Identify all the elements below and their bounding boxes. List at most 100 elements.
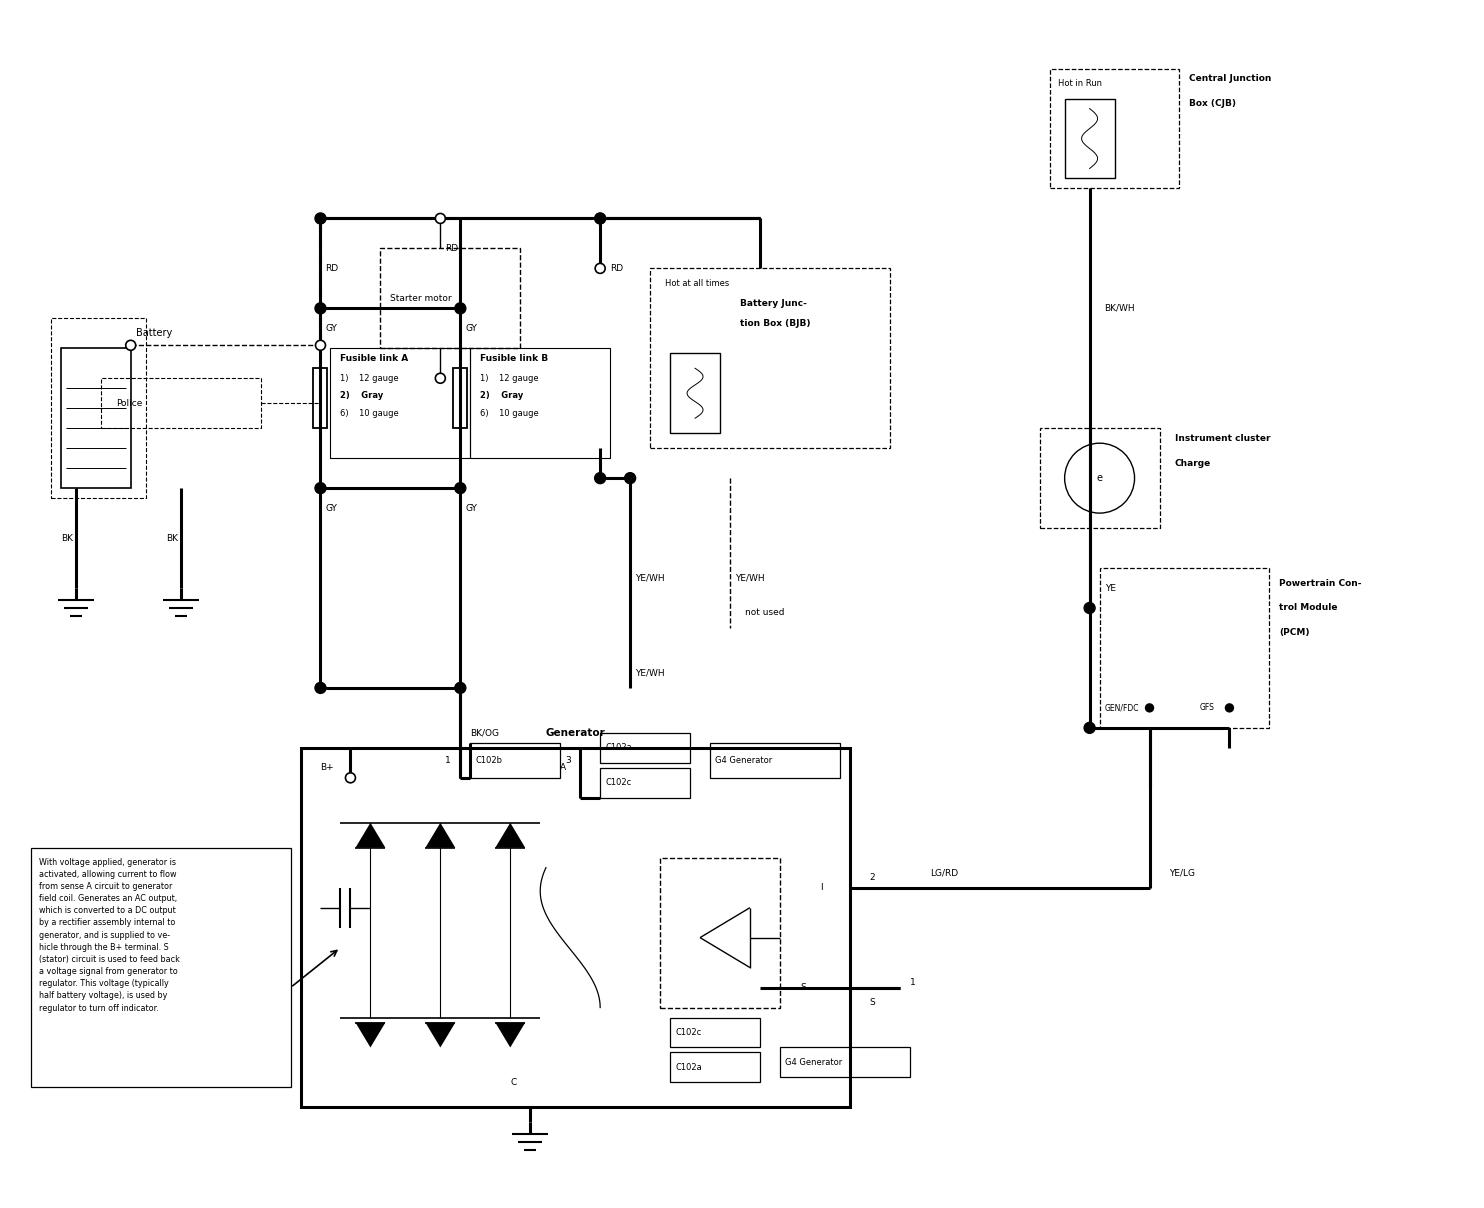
Text: tion Box (BJB): tion Box (BJB) xyxy=(741,319,810,327)
Text: G4 Generator: G4 Generator xyxy=(715,756,772,765)
Bar xyxy=(1040,428,1159,528)
Circle shape xyxy=(454,683,466,693)
Text: YE: YE xyxy=(1104,583,1116,592)
Polygon shape xyxy=(426,823,456,848)
Bar xyxy=(300,748,850,1108)
Text: LG/RD: LG/RD xyxy=(930,869,957,877)
Bar xyxy=(1049,69,1180,188)
Text: Hot at all times: Hot at all times xyxy=(665,279,729,288)
Text: (PCM): (PCM) xyxy=(1279,628,1310,638)
Polygon shape xyxy=(426,1022,456,1047)
Polygon shape xyxy=(496,823,525,848)
Bar xyxy=(671,1017,760,1047)
Text: Central Junction: Central Junction xyxy=(1190,74,1272,83)
Circle shape xyxy=(595,213,605,223)
Bar xyxy=(31,848,291,1087)
Text: RD: RD xyxy=(325,263,338,273)
Text: BK: BK xyxy=(166,534,178,542)
Text: BK: BK xyxy=(61,534,73,542)
Circle shape xyxy=(1085,722,1095,733)
Text: 1: 1 xyxy=(445,756,450,765)
Bar xyxy=(600,768,690,797)
Text: B+: B+ xyxy=(321,763,334,772)
Circle shape xyxy=(1146,704,1153,712)
Text: e: e xyxy=(1097,474,1103,483)
Polygon shape xyxy=(356,823,386,848)
Circle shape xyxy=(595,472,605,483)
Polygon shape xyxy=(496,1022,525,1047)
Circle shape xyxy=(316,341,325,350)
Text: 3: 3 xyxy=(565,756,571,765)
Text: 6)    10 gauge: 6) 10 gauge xyxy=(481,408,539,418)
Text: With voltage applied, generator is
activated, allowing current to flow
from sens: With voltage applied, generator is activ… xyxy=(39,858,180,1012)
Polygon shape xyxy=(356,1022,386,1047)
Circle shape xyxy=(346,773,356,783)
Text: S: S xyxy=(870,998,876,1007)
Text: Battery: Battery xyxy=(135,329,172,338)
Bar xyxy=(781,1047,910,1078)
Bar xyxy=(380,249,521,348)
Circle shape xyxy=(315,303,326,314)
Text: trol Module: trol Module xyxy=(1279,604,1339,612)
Text: GFS: GFS xyxy=(1199,703,1214,713)
Circle shape xyxy=(1085,603,1095,614)
Text: S: S xyxy=(800,983,806,992)
Circle shape xyxy=(595,214,605,223)
Text: Hot in Run: Hot in Run xyxy=(1058,79,1101,88)
Text: Fusible link B: Fusible link B xyxy=(481,354,549,362)
Circle shape xyxy=(1226,704,1233,712)
Text: BK/OG: BK/OG xyxy=(470,728,499,737)
Text: Charge: Charge xyxy=(1174,459,1211,467)
Circle shape xyxy=(315,683,326,693)
Text: GY: GY xyxy=(325,324,337,333)
Bar xyxy=(709,743,840,778)
Circle shape xyxy=(315,483,326,494)
Bar xyxy=(600,733,690,762)
Bar xyxy=(1064,99,1114,179)
Text: C102b: C102b xyxy=(475,756,502,765)
Text: 1)    12 gauge: 1) 12 gauge xyxy=(340,373,399,383)
Bar xyxy=(313,368,328,428)
Text: 2)    Gray: 2) Gray xyxy=(340,390,384,400)
Bar xyxy=(660,858,781,1007)
Text: 6)    10 gauge: 6) 10 gauge xyxy=(340,408,399,418)
Text: YE/WH: YE/WH xyxy=(735,574,764,582)
Bar xyxy=(1100,568,1269,728)
Text: GY: GY xyxy=(325,504,337,512)
Circle shape xyxy=(625,472,635,483)
Circle shape xyxy=(435,214,445,223)
Text: GEN/FDC: GEN/FDC xyxy=(1104,703,1140,713)
Text: Box (CJB): Box (CJB) xyxy=(1190,99,1236,108)
Text: GY: GY xyxy=(466,324,478,333)
Text: GY: GY xyxy=(466,504,478,512)
Bar xyxy=(470,743,559,778)
Bar xyxy=(650,268,890,448)
Circle shape xyxy=(454,303,466,314)
Text: Instrument cluster: Instrument cluster xyxy=(1174,434,1270,442)
Text: Battery Junc-: Battery Junc- xyxy=(741,298,807,308)
Bar xyxy=(453,368,467,428)
Text: BK/WH: BK/WH xyxy=(1104,304,1135,313)
Text: YE/LG: YE/LG xyxy=(1169,869,1196,877)
Text: Police: Police xyxy=(116,399,142,408)
Text: RD: RD xyxy=(610,263,623,273)
Circle shape xyxy=(435,373,445,383)
Circle shape xyxy=(126,341,135,350)
Bar xyxy=(671,353,720,434)
Text: RD: RD xyxy=(445,244,459,252)
Bar xyxy=(331,348,470,458)
Text: YE/WH: YE/WH xyxy=(635,668,665,678)
Text: G4 Generator: G4 Generator xyxy=(785,1058,843,1067)
Text: C102a: C102a xyxy=(605,743,632,753)
Bar xyxy=(671,1052,760,1082)
Text: C102c: C102c xyxy=(675,1028,702,1036)
Text: Generator: Generator xyxy=(545,728,605,738)
Bar xyxy=(61,348,131,488)
Text: 2: 2 xyxy=(870,873,876,882)
Bar xyxy=(50,319,145,498)
Text: Powertrain Con-: Powertrain Con- xyxy=(1279,579,1362,587)
Text: I: I xyxy=(821,883,822,893)
Bar xyxy=(101,378,261,428)
Text: 1: 1 xyxy=(910,978,916,987)
Text: C102c: C102c xyxy=(605,778,631,788)
